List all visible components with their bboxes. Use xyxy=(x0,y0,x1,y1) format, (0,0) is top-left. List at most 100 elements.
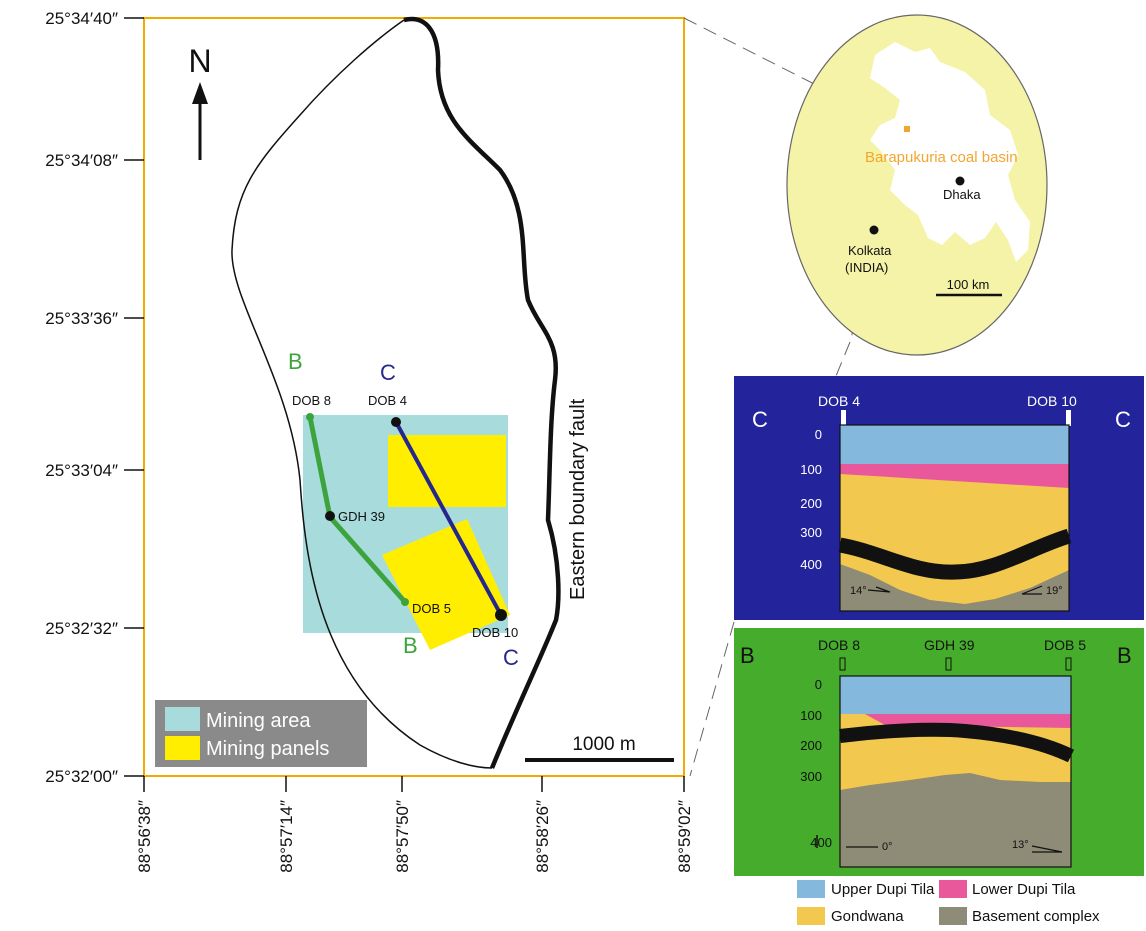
borehole-dot xyxy=(391,417,401,427)
bangladesh-shape xyxy=(870,42,1030,262)
depth-label: 100 xyxy=(800,462,822,477)
cross-section-b: B B DOB 8 GDH 39 DOB 5 0 100 200 300 400… xyxy=(734,628,1144,876)
legend-label: Lower Dupi Tila xyxy=(972,881,1076,898)
section-c-frame xyxy=(839,424,1070,612)
map-frame xyxy=(143,17,685,777)
well-marker xyxy=(1066,410,1071,426)
lon-label: 88°57′50″ xyxy=(393,800,412,873)
legend-swatch-lower-dupi-tila xyxy=(939,880,967,898)
legend-label: Upper Dupi Tila xyxy=(831,881,935,898)
lon-label: 88°59′02″ xyxy=(675,800,694,873)
section-c-end-letter: C xyxy=(503,645,519,670)
lon-label: 88°57′14″ xyxy=(277,800,296,873)
section-c-start-letter: C xyxy=(380,360,396,385)
map-legend: Mining area Mining panels xyxy=(155,700,367,767)
lat-ticks xyxy=(124,17,144,777)
section-c-line xyxy=(394,421,503,616)
north-arrow-icon xyxy=(192,82,208,104)
borehole-dot xyxy=(495,609,507,621)
layer-basement xyxy=(840,773,1071,867)
layer-upper-dupi-tila xyxy=(840,676,1071,714)
borehole-label: DOB 5 xyxy=(412,601,451,616)
layer-basement xyxy=(840,564,1069,611)
depth-label: 100 xyxy=(800,708,822,723)
well-marker xyxy=(1065,657,1072,671)
depth-label: 400 xyxy=(810,835,832,850)
basin-label: Barapukuria coal basin xyxy=(865,149,1018,166)
legend-label: Mining area xyxy=(206,710,311,732)
depth-label: 200 xyxy=(800,496,822,511)
lon-label: 88°58′26″ xyxy=(533,800,552,873)
depth-label: 0 xyxy=(815,677,822,692)
legend-swatch-mining-panels xyxy=(165,736,200,760)
well-label: GDH 39 xyxy=(924,637,975,653)
depth-label: 300 xyxy=(800,769,822,784)
section-b-start-letter: B xyxy=(288,349,303,374)
dip-symbol xyxy=(1031,845,1063,853)
cross-section-c: C C DOB 4 DOB 10 0 100 200 300 400 14° 1… xyxy=(734,376,1144,620)
legend-swatch-upper-dupi-tila xyxy=(797,880,825,898)
city-label-kolkata-country: (INDIA) xyxy=(845,260,888,275)
borehole-label: DOB 10 xyxy=(472,625,518,640)
dip-label: 19° xyxy=(1046,585,1063,597)
fault-label: Eastern boundary fault xyxy=(567,398,589,600)
lat-label: 25°33′04″ xyxy=(45,461,118,480)
north-label: N xyxy=(188,43,211,79)
mining-panel xyxy=(382,519,510,650)
well-marker xyxy=(841,410,846,426)
basin-location-marker xyxy=(904,126,910,132)
borehole-label: DOB 4 xyxy=(368,393,407,408)
well-label: DOB 5 xyxy=(1044,637,1086,653)
layer-lower-dupi-tila xyxy=(840,464,1069,488)
depth-label: 300 xyxy=(800,525,822,540)
section-c-right-letter: C xyxy=(1115,407,1131,432)
dip-label: 0° xyxy=(882,841,893,853)
city-dot-dhaka xyxy=(955,176,965,186)
borehole-label: GDH 39 xyxy=(338,509,385,524)
city-label-kolkata: Kolkata xyxy=(848,243,892,258)
borehole-dot xyxy=(325,511,335,521)
borehole-label: DOB 8 xyxy=(292,393,331,408)
coal-seam xyxy=(838,528,1072,580)
lat-label: 25°32′00″ xyxy=(45,767,118,786)
coal-seam xyxy=(839,722,1075,763)
dip-label: 14° xyxy=(850,585,867,597)
main-map: 25°34′40″ 25°34′08″ 25°33′36″ 25°33′04″ … xyxy=(45,9,694,873)
dip-symbol xyxy=(1021,585,1043,595)
city-label-dhaka: Dhaka xyxy=(943,187,981,202)
legend-label: Gondwana xyxy=(831,908,904,925)
lon-label: 88°56′38″ xyxy=(135,800,154,873)
north-arrow: N xyxy=(188,43,212,160)
borehole-dot xyxy=(306,413,314,421)
dip-label: 13° xyxy=(1012,839,1029,851)
lithology-legend: Upper Dupi Tila Lower Dupi Tila Gondwana… xyxy=(797,880,1100,925)
legend-swatch-gondwana xyxy=(797,907,825,925)
depth-label: 0 xyxy=(815,427,822,442)
section-b-end-letter: B xyxy=(403,633,418,658)
legend-label: Mining panels xyxy=(206,738,329,760)
depth-label: 400 xyxy=(800,557,822,572)
lat-label: 25°34′08″ xyxy=(45,151,118,170)
section-b-frame xyxy=(839,675,1072,868)
well-label: DOB 10 xyxy=(1027,393,1077,409)
inset-map: Barapukuria coal basin Dhaka Kolkata (IN… xyxy=(786,14,1048,356)
legend-swatch-mining-area xyxy=(165,707,200,731)
section-b-left-letter: B xyxy=(740,643,755,668)
legend-swatch-basement xyxy=(939,907,967,925)
city-dot-kolkata xyxy=(869,225,879,235)
inset-scale-label: 100 km xyxy=(947,277,990,292)
section-c-left-letter: C xyxy=(752,407,768,432)
well-label: DOB 4 xyxy=(818,393,860,409)
scale-label: 1000 m xyxy=(572,734,635,755)
basin-outline xyxy=(231,19,493,769)
lat-label: 25°34′40″ xyxy=(45,9,118,28)
dip-symbol xyxy=(867,586,891,593)
eastern-boundary-fault xyxy=(403,16,561,769)
well-marker xyxy=(945,657,952,671)
depth-label: 200 xyxy=(800,738,822,753)
well-label: DOB 8 xyxy=(818,637,860,653)
well-marker xyxy=(839,657,846,671)
lon-ticks xyxy=(143,776,685,792)
lat-label: 25°32′32″ xyxy=(45,619,118,638)
